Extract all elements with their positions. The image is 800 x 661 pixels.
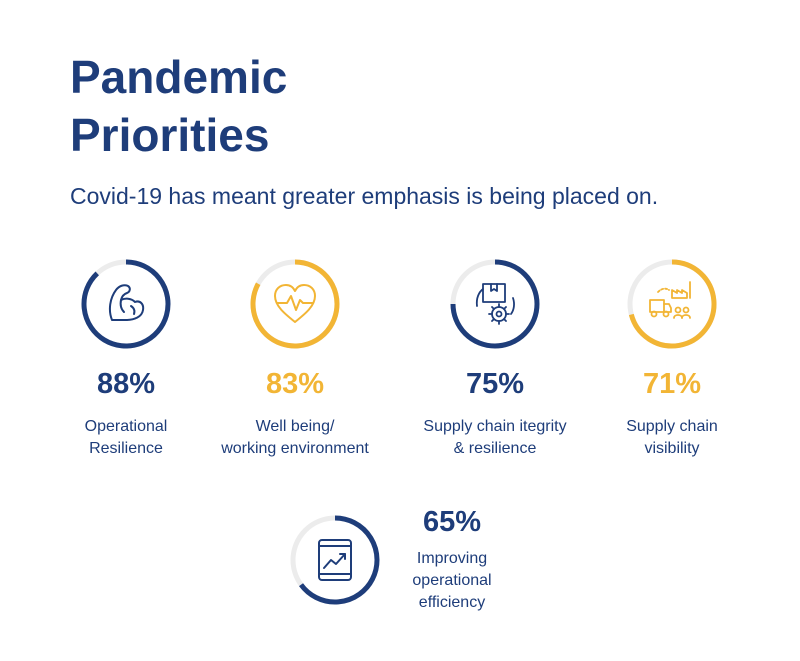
subtitle: Covid-19 has meant greater emphasis is b… bbox=[70, 183, 659, 209]
donut-ring-operational-resilience bbox=[81, 259, 171, 349]
donut-ring-operational-efficiency bbox=[290, 515, 380, 605]
kpi-label-well-being: Well being/ working environment bbox=[195, 416, 395, 460]
tablet-chart-icon bbox=[318, 539, 352, 581]
kpi-label-line: working environment bbox=[221, 440, 369, 457]
kpi-label-supply-chain-integrity: Supply chain itegrity & resilience bbox=[395, 416, 595, 460]
kpi-label-line: Resilience bbox=[89, 440, 163, 457]
kpi-label-line: & resilience bbox=[453, 440, 537, 457]
kpi-label-supply-chain-visibility: Supply chain visibility bbox=[572, 416, 772, 460]
donut-ring-well-being bbox=[250, 259, 340, 349]
page-title: Pandemic Priorities bbox=[70, 48, 287, 164]
kpi-label-line: efficiency bbox=[418, 594, 486, 611]
kpi-label-line: Operational bbox=[84, 418, 168, 435]
kpi-value-operational-efficiency: 65% bbox=[422, 506, 482, 538]
package-gear-icon bbox=[475, 283, 515, 325]
heartbeat-icon bbox=[274, 284, 316, 323]
donut-value-arc bbox=[81, 259, 171, 349]
donut-value-arc bbox=[450, 259, 540, 349]
title-line-1: Pandemic bbox=[70, 51, 288, 103]
kpi-label-line: Well being/ bbox=[255, 418, 335, 435]
title-line-2: Priorities bbox=[70, 109, 270, 161]
donut-value-arc bbox=[250, 259, 340, 349]
flexed-arm-icon bbox=[108, 284, 145, 321]
donut-value-arc bbox=[299, 515, 380, 605]
truck-factory-icon bbox=[649, 281, 691, 319]
kpi-value-well-being: 83% bbox=[265, 368, 325, 400]
kpi-label-line: Supply chain bbox=[626, 418, 718, 435]
kpi-label-line: visibility bbox=[644, 440, 700, 457]
kpi-value-supply-chain-integrity: 75% bbox=[465, 368, 525, 400]
kpi-label-line: Supply chain itegrity bbox=[423, 418, 567, 435]
donut-value-arc bbox=[628, 259, 717, 349]
kpi-label-line: Improving bbox=[416, 550, 488, 567]
kpi-label-operational-efficiency: Improving operational efficiency bbox=[352, 548, 552, 614]
kpi-label-line: operational bbox=[412, 572, 492, 589]
kpi-value-operational-resilience: 88% bbox=[96, 368, 156, 400]
donut-ring-supply-chain-integrity bbox=[450, 259, 540, 349]
kpi-value-supply-chain-visibility: 71% bbox=[642, 368, 702, 400]
donut-ring-supply-chain-visibility bbox=[627, 259, 717, 349]
kpi-label-operational-resilience: Operational Resilience bbox=[26, 416, 226, 460]
